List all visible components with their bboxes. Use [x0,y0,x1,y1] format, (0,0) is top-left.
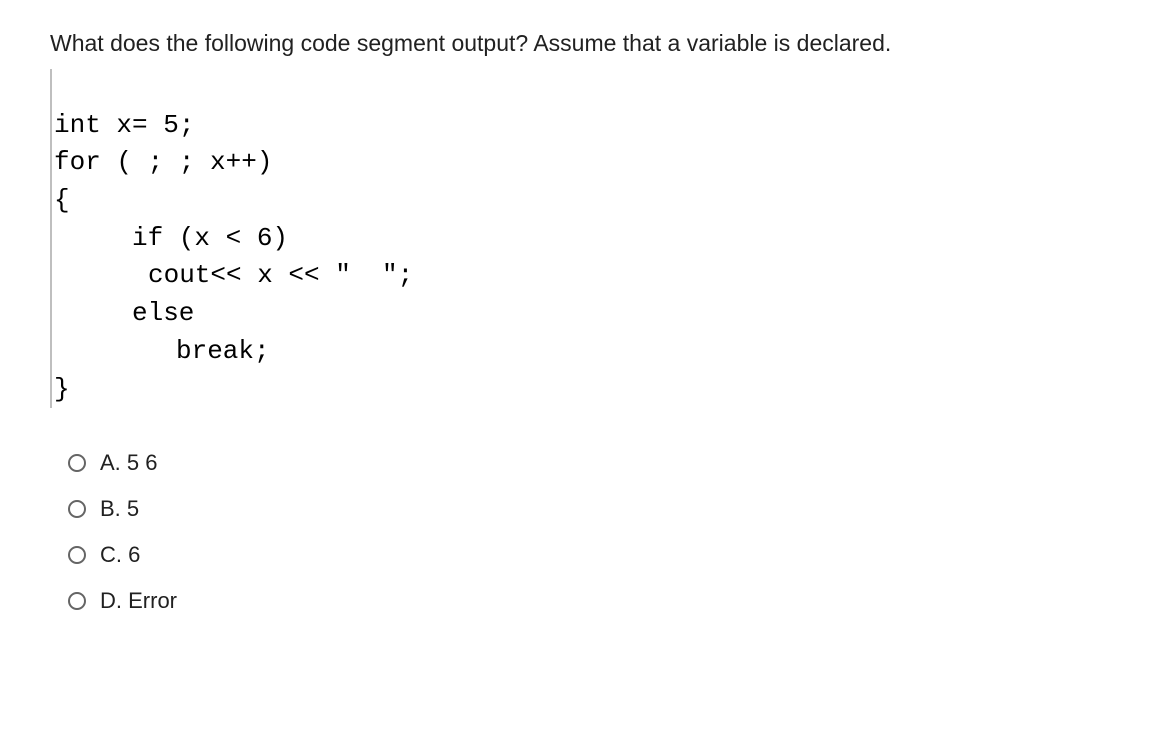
code-line-8: } [54,374,70,404]
radio-icon [68,500,86,518]
code-block: int x= 5; for ( ; ; x++) { if (x < 6) co… [50,69,1100,408]
code-line-7: break; [54,336,270,366]
option-d-label: D. Error [100,588,177,614]
radio-icon [68,546,86,564]
options-group: A. 5 6 B. 5 C. 6 D. Error [50,450,1100,614]
option-b-label: B. 5 [100,496,139,522]
radio-icon [68,454,86,472]
option-c[interactable]: C. 6 [68,542,1100,568]
option-d[interactable]: D. Error [68,588,1100,614]
code-line-4: if (x < 6) [54,223,288,253]
radio-icon [68,592,86,610]
code-line-2: for ( ; ; x++) [54,147,272,177]
code-line-6: else [54,298,194,328]
option-b[interactable]: B. 5 [68,496,1100,522]
option-c-label: C. 6 [100,542,140,568]
option-a[interactable]: A. 5 6 [68,450,1100,476]
code-line-3: { [54,185,70,215]
code-line-5: cout<< x << " "; [54,260,413,290]
option-a-label: A. 5 6 [100,450,157,476]
code-line-1: int x= 5; [54,110,194,140]
question-prompt: What does the following code segment out… [50,30,1100,57]
